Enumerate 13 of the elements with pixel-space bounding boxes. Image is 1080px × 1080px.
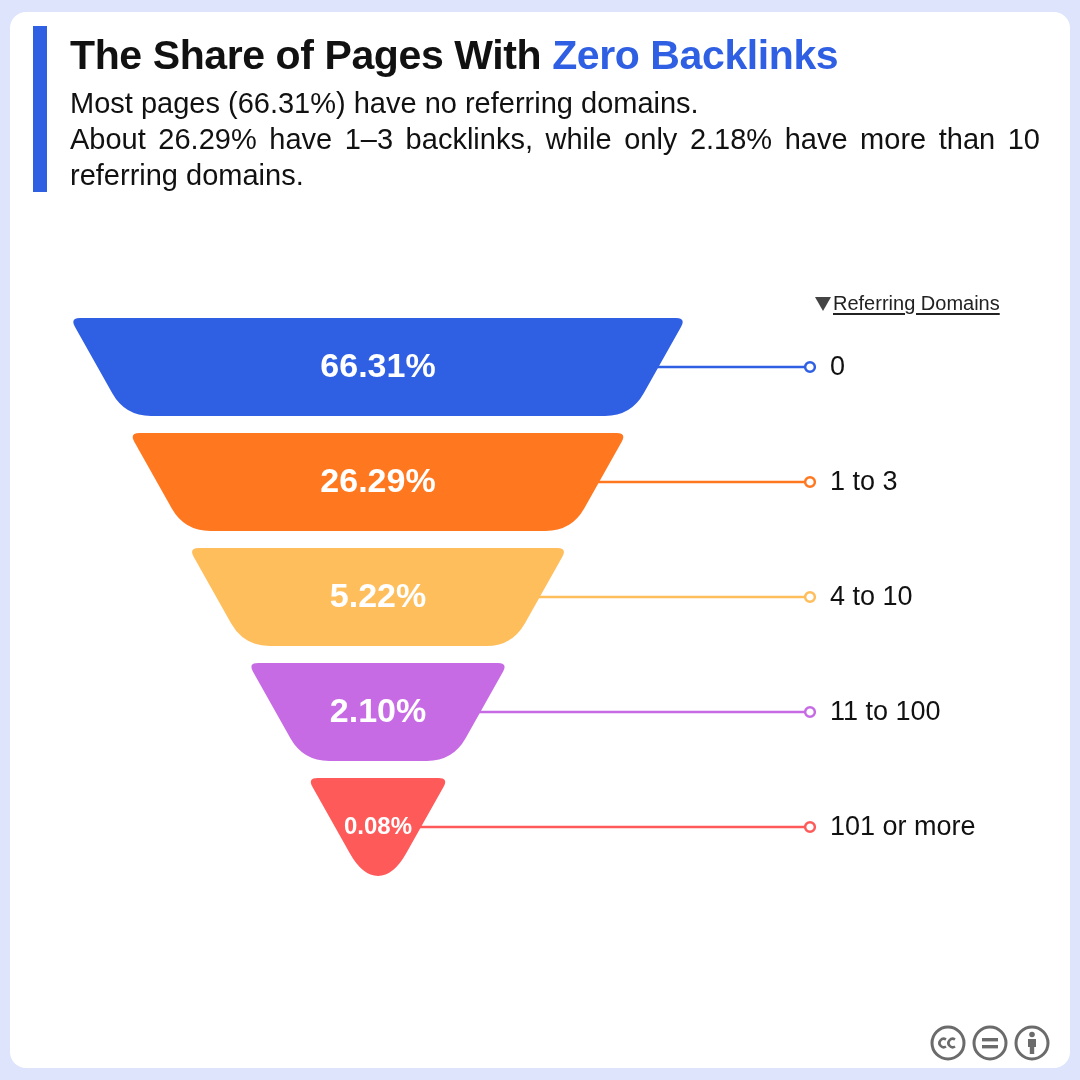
category-label: 4 to 10: [830, 581, 913, 611]
text: Most pages (66.31%) have no referring domains. About 26.29% have 1–3 backlinks, while only 2.18% have more than 10 referring domains.: [70, 86, 1040, 193]
category-label: 0: [830, 351, 846, 381]
category-label: 101 or more: [830, 811, 976, 841]
category-label: 11 to 100: [830, 696, 941, 726]
data-label: 66.31%: [320, 346, 436, 384]
legend-title: Referring Domains: [833, 292, 1000, 315]
data-label: 26.29%: [320, 461, 436, 499]
data-label: 0.08%: [344, 812, 412, 839]
category-label: 1 to 3: [830, 466, 898, 496]
data-label: 2.10%: [329, 691, 427, 729]
data-label: 5.22%: [329, 576, 427, 614]
text: The Share of Pages With Zero Backlinks: [70, 31, 840, 80]
